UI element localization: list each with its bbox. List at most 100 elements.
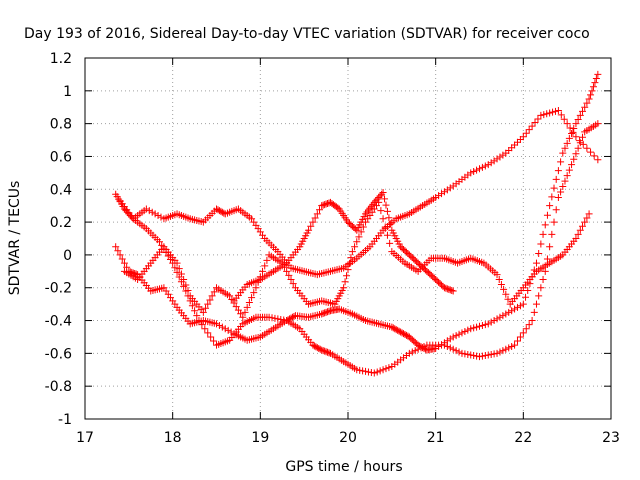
data-point (208, 292, 216, 300)
data-point (467, 351, 475, 359)
data-point (574, 116, 582, 124)
data-point (191, 307, 199, 315)
data-point (322, 308, 330, 316)
data-point (202, 304, 210, 312)
series-2 (112, 120, 602, 377)
data-point (316, 345, 324, 353)
data-point (414, 345, 422, 353)
data-point (572, 235, 580, 242)
data-point (405, 349, 413, 357)
data-point (499, 347, 507, 355)
data-point (548, 230, 556, 238)
data-point (563, 120, 571, 128)
data-point (508, 307, 516, 315)
data-point (381, 223, 389, 231)
data-point (551, 107, 559, 115)
data-point (319, 201, 327, 209)
data-point (452, 347, 460, 355)
data-point (537, 240, 545, 248)
data-point (322, 348, 330, 356)
data-point (563, 172, 571, 180)
y-tick-label: -0.8 (45, 379, 72, 395)
data-point (561, 144, 569, 152)
data-point (579, 107, 587, 115)
data-point (546, 109, 554, 117)
data-point (171, 264, 179, 272)
data-point (478, 321, 486, 329)
data-point (572, 120, 580, 128)
data-point (574, 230, 582, 238)
series-5 (230, 189, 457, 305)
data-point (484, 351, 492, 359)
data-point (237, 310, 245, 318)
data-point (218, 323, 226, 331)
data-point (394, 326, 402, 334)
y-axis-label: SDTVAR / TECUs (7, 181, 23, 296)
data-point (263, 256, 271, 264)
data-point (464, 350, 472, 358)
marks-layer (112, 70, 602, 377)
data-point (120, 259, 128, 267)
data-point (511, 305, 519, 313)
data-point (379, 215, 387, 223)
data-point (513, 303, 521, 311)
data-point (318, 202, 326, 210)
data-point (552, 206, 560, 214)
data-point (324, 308, 332, 316)
data-point (505, 344, 513, 352)
y-tick-label: 0.2 (50, 215, 72, 231)
data-point (316, 206, 324, 214)
data-point (239, 313, 247, 321)
data-point (359, 223, 367, 231)
data-point (539, 230, 547, 238)
data-point (473, 323, 481, 331)
data-point (550, 218, 558, 226)
data-point (198, 321, 206, 329)
x-tick-label: 17 (76, 430, 94, 446)
y-tick-label: -1 (58, 412, 72, 428)
data-point (370, 369, 378, 377)
data-point (265, 313, 273, 321)
data-point (461, 327, 469, 335)
data-point (443, 285, 451, 293)
data-point (570, 155, 578, 163)
data-point (313, 210, 321, 218)
data-point (581, 103, 589, 111)
data-point (440, 341, 448, 349)
data-point (318, 310, 326, 318)
series-3 (116, 107, 602, 279)
data-point (464, 326, 472, 334)
data-point (325, 199, 333, 207)
data-point (156, 238, 164, 246)
data-point (569, 128, 577, 136)
data-point (528, 317, 536, 325)
data-point (568, 161, 576, 169)
data-point (445, 285, 453, 293)
data-point (388, 323, 396, 331)
data-point (213, 320, 220, 328)
data-point (321, 347, 329, 355)
data-point (552, 175, 560, 183)
data-point (199, 308, 207, 316)
data-point (344, 266, 352, 274)
data-point (309, 341, 317, 349)
y-tick-labels: -1 -0.8 -0.6 -0.4 -0.2 0 0.2 0.4 0.6 0.8 1 1.2 (45, 51, 72, 428)
data-point (576, 226, 584, 234)
data-point (376, 367, 384, 375)
data-point (379, 189, 387, 197)
data-point (524, 286, 532, 294)
data-point (385, 364, 393, 372)
data-point (467, 169, 475, 177)
data-point (207, 333, 215, 341)
data-point (576, 111, 584, 119)
data-point (250, 289, 258, 297)
data-point (532, 259, 540, 267)
data-point (345, 260, 353, 268)
data-point (540, 111, 548, 119)
data-point (112, 243, 120, 251)
data-point (481, 352, 489, 360)
data-point (283, 267, 291, 275)
data-point (534, 115, 542, 123)
data-point (563, 139, 571, 147)
data-point (402, 331, 410, 339)
